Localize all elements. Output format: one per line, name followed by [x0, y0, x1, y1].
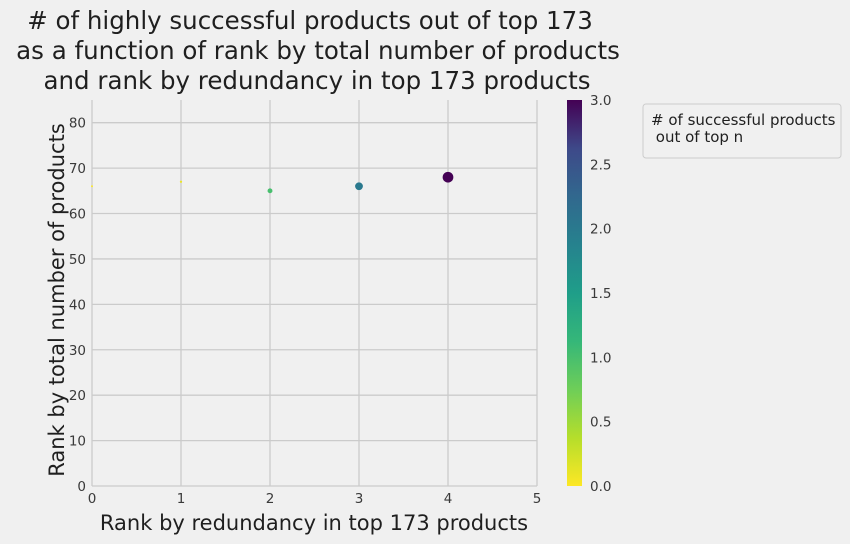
y-tick-label: 50: [69, 252, 86, 268]
legend-title-line-2: out of top n: [651, 128, 743, 146]
y-tick-label: 30: [69, 343, 86, 359]
colorbar-tick-label: 1.5: [590, 286, 611, 302]
data-point: [355, 182, 363, 191]
x-tick-label: 2: [266, 491, 275, 507]
chart-title-line-3: and rank by redundancy in top 173 produc…: [44, 66, 591, 95]
legend-box: [642, 103, 842, 159]
y-tick-label: 60: [69, 207, 86, 223]
x-tick-label: 0: [88, 491, 97, 507]
colorbar-tick-label: 3.0: [590, 93, 611, 109]
data-point: [91, 185, 93, 188]
y-tick-label: 80: [69, 116, 86, 132]
data-point: [442, 171, 454, 183]
x-tick-label: 4: [444, 491, 453, 507]
colorbar-tick-label: 0.0: [590, 479, 611, 495]
y-tick-label: 10: [69, 434, 86, 450]
y-tick-labels: 0 10 20 30 40 50 60 70 80: [69, 116, 86, 495]
x-tick-label: 3: [355, 491, 364, 507]
data-points: [91, 171, 454, 194]
colorbar-tick-label: 1.0: [590, 350, 611, 366]
data-point: [179, 180, 183, 183]
x-tick-label: 5: [533, 491, 542, 507]
y-tick-label: 0: [77, 479, 86, 495]
colorbar-tick-labels: 0.0 0.5 1.0 1.5 2.0 2.5 3.0: [590, 93, 611, 495]
y-axis-label: Rank by total number of products: [45, 123, 69, 477]
legend-title-line-1: # of successful products: [651, 111, 836, 129]
chart-title-line-1: # of highly successful products out of t…: [27, 6, 593, 35]
x-tick-labels: 0 1 2 3 4 5: [88, 491, 542, 507]
colorbar: [567, 100, 582, 486]
x-axis-label: Rank by redundancy in top 173 products: [100, 511, 528, 535]
colorbar-tick-label: 2.0: [590, 222, 611, 238]
chart-title-line-2: as a function of rank by total number of…: [16, 36, 620, 65]
y-tick-label: 70: [69, 161, 86, 177]
x-tick-label: 1: [177, 491, 186, 507]
grid: [91, 100, 538, 487]
colorbar-tick-label: 2.5: [590, 157, 611, 173]
colorbar-tick-label: 0.5: [590, 415, 611, 431]
y-tick-label: 40: [69, 297, 86, 313]
data-point: [267, 188, 273, 194]
y-tick-label: 20: [69, 388, 86, 404]
